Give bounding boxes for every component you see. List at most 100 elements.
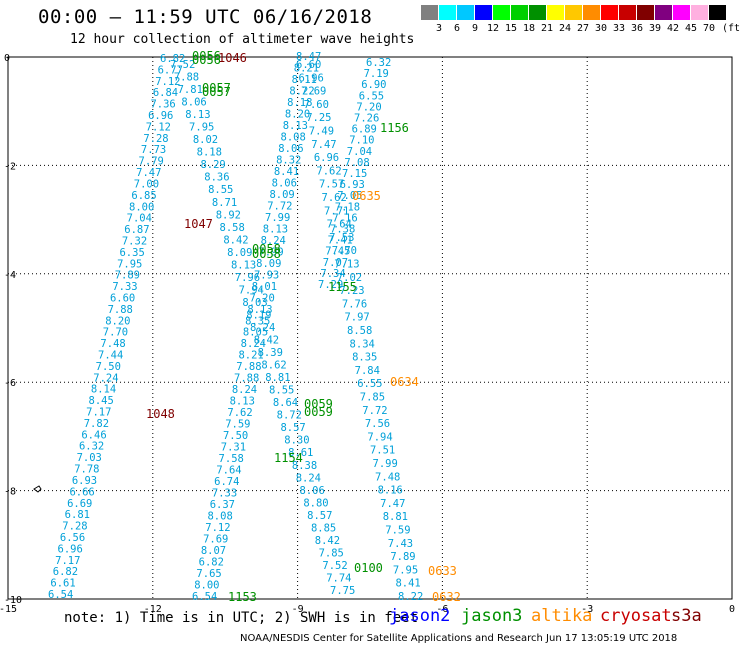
swh-value: 6.87 (124, 224, 149, 236)
legend-label: 30 (594, 23, 608, 34)
time-label: 1154 (274, 451, 303, 465)
time-label: 0058 (252, 242, 281, 256)
legend-label: 18 (522, 23, 536, 34)
swh-value: 6.66 (69, 486, 94, 498)
swh-value: 8.01 (252, 281, 277, 293)
swh-value: 7.59 (225, 419, 250, 431)
swh-value: 6.54 (192, 591, 217, 603)
swh-value: 8.24 (232, 384, 257, 396)
swh-value: 8.42 (223, 234, 248, 246)
x-tick-label: -12 (144, 604, 162, 615)
swh-value: 6.93 (340, 179, 365, 191)
time-label: 0056 (192, 53, 221, 67)
swh-value: 8.08 (281, 131, 306, 143)
swh-value: 7.62 (227, 407, 252, 419)
swh-value: 8.24 (261, 235, 286, 247)
swh-value: 8.42 (315, 535, 340, 547)
swh-value: 8.32 (276, 154, 301, 166)
swh-value: 8.29 (200, 159, 225, 171)
swh-value: 7.49 (309, 126, 334, 138)
swh-value: 7.93 (254, 269, 279, 281)
swh-value: 7.94 (367, 431, 392, 443)
note-text: note: 1) Time is in UTC; 2) SWH is in fe… (64, 610, 419, 626)
y-tick-label: 0 (4, 53, 10, 64)
time-label: 0059 (304, 405, 333, 419)
time-label: 0059 (304, 397, 333, 411)
swh-value: 7.17 (86, 407, 111, 419)
legend-label: 12 (486, 23, 500, 34)
swh-value: 7.47 (380, 498, 405, 510)
legend-swatch (547, 5, 565, 20)
swh-value: 7.88 (236, 361, 261, 373)
swh-value: 7.18 (335, 201, 360, 213)
swh-value: 8.57 (307, 510, 332, 522)
swh-value: 6.96 (299, 72, 324, 84)
time-label: 1048 (146, 407, 175, 421)
swh-value: 8.08 (207, 511, 232, 523)
satellite-label-cryosat: cryosat (600, 606, 672, 626)
swh-value: 7.45 (325, 246, 350, 258)
swh-value: 8.06 (181, 97, 206, 109)
swh-value: 8.41 (395, 578, 420, 590)
swh-value: 7.81 (178, 84, 203, 96)
swh-value: 8.62 (261, 360, 286, 372)
time-label: 0056 (192, 49, 221, 63)
swh-value: 7.19 (364, 68, 389, 80)
swh-value: 7.96 (235, 272, 260, 284)
swh-value: 6.37 (210, 499, 235, 511)
swh-value: 7.12 (155, 76, 180, 88)
swh-value: 8.80 (303, 497, 328, 509)
swh-value: 7.33 (112, 281, 137, 293)
swh-value: 7.47 (136, 167, 161, 179)
swh-value: 7.28 (62, 521, 87, 533)
swh-value: 7.74 (326, 572, 351, 584)
time-label: 0632 (432, 590, 461, 604)
time-label: 0100 (354, 561, 383, 575)
swh-value: 8.57 (280, 422, 305, 434)
swh-value: 7.97 (344, 312, 369, 324)
swh-value: 6.96 (58, 543, 83, 555)
swh-value: 7.84 (355, 365, 380, 377)
swh-value: 7.88 (108, 304, 133, 316)
swh-value: 6.93 (72, 475, 97, 487)
swh-value: 8.09 (269, 189, 294, 201)
x-tick-label: 0 (729, 604, 735, 615)
swh-value: 7.05 (337, 190, 362, 202)
legend-label: 39 (648, 23, 662, 34)
swh-value: 7.72 (267, 200, 292, 212)
satellite-label-altika: altika (531, 606, 593, 626)
swh-value: 7.69 (203, 534, 228, 546)
swh-value: 7.41 (328, 235, 353, 247)
swh-value: 7.58 (219, 453, 244, 465)
swh-value: 8.13 (230, 396, 255, 408)
legend-swatch (457, 5, 475, 20)
legend-label: 70 (702, 23, 716, 34)
time-label: 1155 (328, 280, 357, 294)
swh-value: 8.24 (250, 322, 275, 334)
swh-value: 8.13 (231, 259, 256, 271)
swh-value: 7.65 (196, 568, 221, 580)
y-tick-label: -4 (4, 270, 16, 281)
swh-value: 7.43 (388, 538, 413, 550)
legend-swatch (673, 5, 691, 20)
swh-value: 7.64 (216, 465, 241, 477)
swh-value: 8.24 (296, 472, 321, 484)
swh-value: 7.04 (347, 146, 372, 158)
swh-value: 7.71 (324, 205, 349, 217)
swh-value: 7.73 (141, 144, 166, 156)
swh-value: 8.05 (243, 327, 268, 339)
legend-swatch (511, 5, 529, 20)
time-label: 1046 (218, 51, 247, 65)
swh-value: 8.21 (294, 62, 319, 74)
y-tick-label: -8 (4, 487, 16, 498)
swh-value: 7.79 (139, 156, 164, 168)
swh-value: 7.50 (96, 361, 121, 373)
swh-value: 7.59 (385, 525, 410, 537)
swh-value: 8.19 (246, 309, 271, 321)
swh-value: 7.95 (189, 122, 214, 134)
swh-value: 8.81 (265, 372, 290, 384)
swh-value: 7.48 (375, 471, 400, 483)
swh-value: 7.36 (150, 99, 175, 111)
swh-value: 7.50 (223, 430, 248, 442)
swh-value: 7.28 (143, 133, 168, 145)
